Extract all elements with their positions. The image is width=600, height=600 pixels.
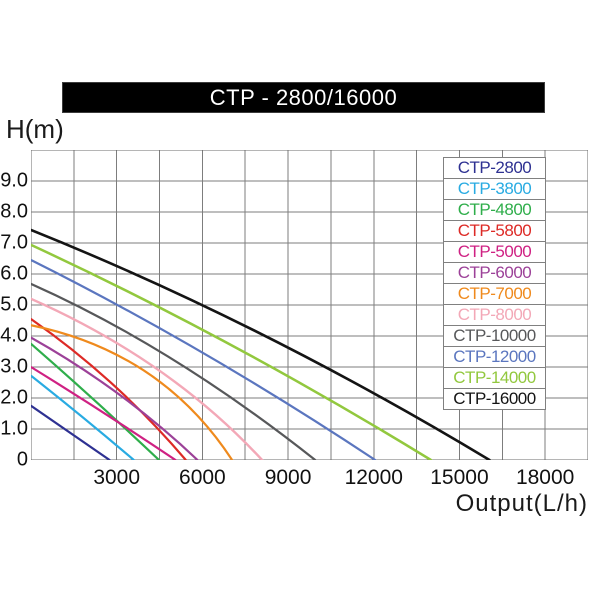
y-tick-label: 8.0 bbox=[0, 200, 28, 223]
curve-ctp-6000 bbox=[31, 336, 199, 460]
curve-ctp-5800 bbox=[31, 317, 187, 460]
legend: CTP-2800 CTP-3800 CTP-4800 CTP-5800 CTP-5000… bbox=[443, 157, 546, 410]
y-tick-label: 1.0 bbox=[0, 417, 28, 440]
y-tick-label: 6.0 bbox=[0, 262, 28, 285]
y-tick-label: 5.0 bbox=[0, 293, 28, 316]
y-tick-label: 2.0 bbox=[0, 386, 28, 409]
y-tick-label: 4.0 bbox=[0, 324, 28, 347]
legend-item-ctp-3800: CTP-3800 bbox=[444, 179, 545, 200]
curve-ctp-2800 bbox=[31, 404, 111, 460]
curve-ctp-12000 bbox=[31, 258, 377, 460]
legend-item-ctp-8000: CTP-8000 bbox=[444, 305, 545, 326]
legend-item-ctp-2800: CTP-2800 bbox=[444, 158, 545, 179]
y-axis-title: H(m) bbox=[6, 114, 64, 144]
x-tick-label: 6000 bbox=[179, 466, 226, 489]
x-axis-title: Output(L/h) bbox=[455, 490, 588, 517]
chart-title-bar: CTP - 2800/16000 bbox=[62, 82, 545, 113]
x-tick-label: 9000 bbox=[264, 466, 312, 489]
x-tick-label: 15000 bbox=[430, 466, 489, 489]
y-tick-label: 0 bbox=[16, 448, 28, 471]
legend-item-ctp-5800: CTP-5800 bbox=[444, 221, 545, 242]
legend-item-ctp-4800: CTP-4800 bbox=[444, 200, 545, 221]
y-tick-label: 3.0 bbox=[0, 355, 28, 378]
x-tick-label: 18000 bbox=[515, 466, 575, 489]
curve-ctp-4800 bbox=[31, 342, 161, 460]
legend-item-ctp-16000: CTP-16000 bbox=[444, 389, 545, 409]
curve-ctp-3800 bbox=[31, 374, 135, 460]
legend-item-ctp-6000: CTP-6000 bbox=[444, 263, 545, 284]
y-tick-label: 7.0 bbox=[0, 231, 28, 254]
curve-ctp-14000 bbox=[31, 243, 433, 460]
legend-item-ctp-14000: CTP-14000 bbox=[444, 368, 545, 389]
legend-item-ctp-12000: CTP-12000 bbox=[444, 347, 545, 368]
y-tick-label: 9.0 bbox=[0, 169, 28, 192]
curve-ctp-7000 bbox=[31, 324, 234, 460]
legend-item-ctp-5000: CTP-5000 bbox=[444, 242, 545, 263]
legend-item-ctp-7000: CTP-7000 bbox=[444, 284, 545, 305]
chart-title: CTP - 2800/16000 bbox=[209, 84, 398, 110]
x-tick-label: 3000 bbox=[93, 466, 141, 489]
curve-ctp-8000 bbox=[31, 297, 264, 460]
curve-ctp-10000 bbox=[31, 282, 317, 460]
legend-item-ctp-10000: CTP-10000 bbox=[444, 326, 545, 347]
curve-ctp-5000 bbox=[31, 365, 177, 460]
x-tick-label: 12000 bbox=[344, 466, 403, 489]
curve-ctp-16000 bbox=[31, 228, 491, 460]
